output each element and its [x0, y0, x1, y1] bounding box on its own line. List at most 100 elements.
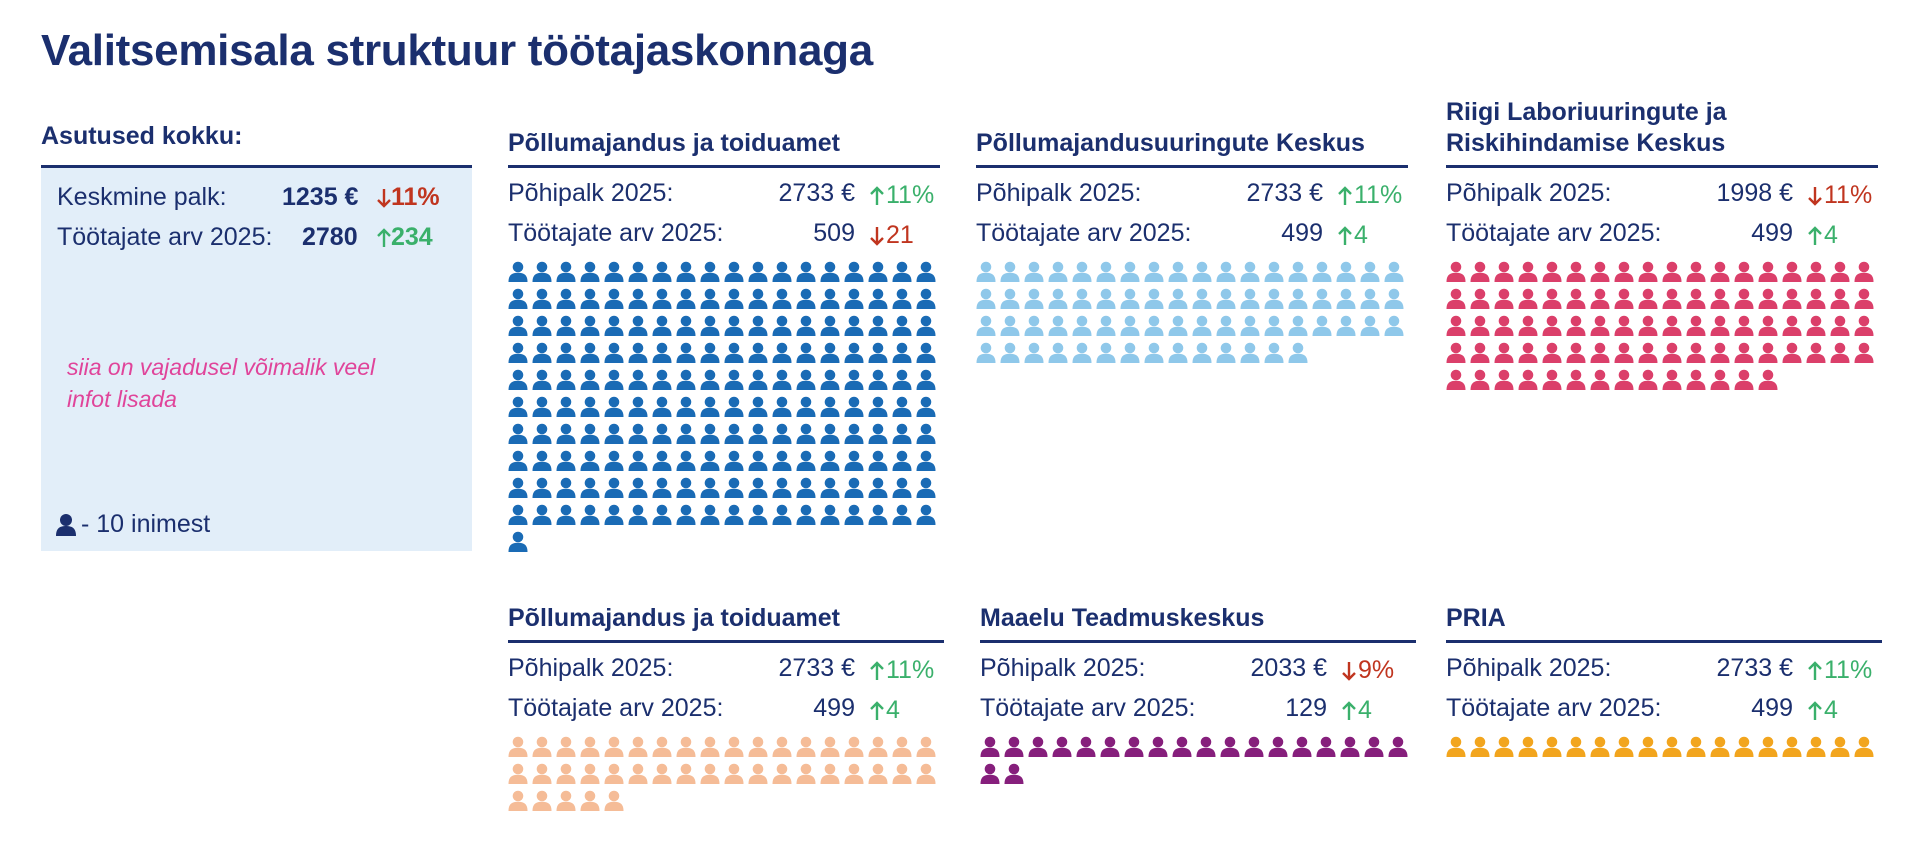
person-icon [1312, 315, 1332, 336]
person-icon [1216, 261, 1236, 282]
person-icon [1168, 342, 1188, 363]
person-icon [1710, 288, 1730, 309]
salary-change: 11% [870, 656, 934, 685]
person-icon [1446, 342, 1466, 363]
institution-divider [508, 640, 944, 643]
person-icon [1364, 736, 1384, 757]
person-icon [892, 261, 912, 282]
person-icon [1216, 342, 1236, 363]
person-icon [820, 763, 840, 784]
person-icon [556, 790, 576, 811]
person-icon [868, 736, 888, 757]
person-icon [1638, 261, 1658, 282]
person-icon [1518, 342, 1538, 363]
institution-name: Põllumajandusuuringute Keskus [976, 129, 1365, 157]
person-icon [868, 450, 888, 471]
page-title: Valitsemisala struktuur töötajaskonnaga [41, 26, 873, 75]
arrow-up-icon [1338, 185, 1352, 205]
person-icon [1590, 736, 1610, 757]
person-icon [916, 736, 936, 757]
person-icon [868, 261, 888, 282]
person-icon [1470, 315, 1490, 336]
person-icon [724, 477, 744, 498]
legend-label: - 10 inimest [81, 510, 211, 538]
person-icon [868, 315, 888, 336]
person-icon [700, 477, 720, 498]
person-icon [892, 736, 912, 757]
person-icon [844, 504, 864, 525]
person-icon [1316, 736, 1336, 757]
person-icon [1192, 315, 1212, 336]
person-icon [820, 261, 840, 282]
person-icon [1758, 315, 1778, 336]
person-icon [1336, 315, 1356, 336]
person-icon [1590, 342, 1610, 363]
person-icon [1336, 261, 1356, 282]
institution-name: Maaelu Teadmuskeskus [980, 604, 1265, 632]
person-icon [820, 504, 840, 525]
person-icon [724, 315, 744, 336]
institution-name: PRIA [1446, 604, 1506, 632]
person-icon [1120, 342, 1140, 363]
person-icon [748, 423, 768, 444]
person-icon [676, 261, 696, 282]
person-icon [508, 369, 528, 390]
person-icon [1446, 315, 1466, 336]
person-icon [1758, 736, 1778, 757]
person-icon [1100, 736, 1120, 757]
person-icon [508, 790, 528, 811]
person-icon [1686, 261, 1706, 282]
person-icon [1096, 315, 1116, 336]
person-icon [676, 763, 696, 784]
person-icon [556, 315, 576, 336]
person-icon [772, 763, 792, 784]
salary-value: 2733 € [1716, 654, 1793, 682]
person-icon [580, 342, 600, 363]
person-icon [700, 288, 720, 309]
person-icon [916, 450, 936, 471]
institution-name: Põllumajandus ja toiduamet [508, 604, 840, 632]
person-icon [1192, 261, 1212, 282]
person-icon [1542, 315, 1562, 336]
person-icon [724, 450, 744, 471]
person-icon [1000, 315, 1020, 336]
arrow-down-icon [1342, 661, 1356, 681]
person-icon [700, 504, 720, 525]
person-icon [1830, 342, 1850, 363]
person-icon [1686, 342, 1706, 363]
person-icon [1470, 261, 1490, 282]
salary-change-value: 11% [1824, 656, 1873, 684]
person-icon [772, 342, 792, 363]
summary-staff-value: 2780 [302, 223, 358, 251]
person-icon [1196, 736, 1216, 757]
person-icon [1384, 288, 1404, 309]
person-icon [892, 450, 912, 471]
person-icon [1710, 261, 1730, 282]
person-icon [844, 288, 864, 309]
person-icon [1312, 261, 1332, 282]
person-icon [628, 450, 648, 471]
person-icon [1004, 736, 1024, 757]
staff-change-value: 4 [1824, 221, 1838, 249]
person-icon [1096, 288, 1116, 309]
person-icon [748, 315, 768, 336]
person-icon [604, 423, 624, 444]
person-icon [604, 396, 624, 417]
staff-change-value: 4 [886, 696, 900, 724]
person-icon [556, 261, 576, 282]
person-icon [580, 790, 600, 811]
person-icon [628, 396, 648, 417]
person-icon [976, 315, 996, 336]
person-icon [724, 736, 744, 757]
person-icon [1446, 369, 1466, 390]
person-icon [1446, 288, 1466, 309]
staff-change: 4 [870, 696, 900, 725]
person-icon [1000, 261, 1020, 282]
arrow-down-icon [1808, 186, 1822, 206]
person-icon [796, 342, 816, 363]
person-icon [1662, 369, 1682, 390]
person-icon [580, 423, 600, 444]
person-icon [556, 763, 576, 784]
person-icon [1048, 261, 1068, 282]
legend: - 10 inimest [55, 510, 210, 539]
